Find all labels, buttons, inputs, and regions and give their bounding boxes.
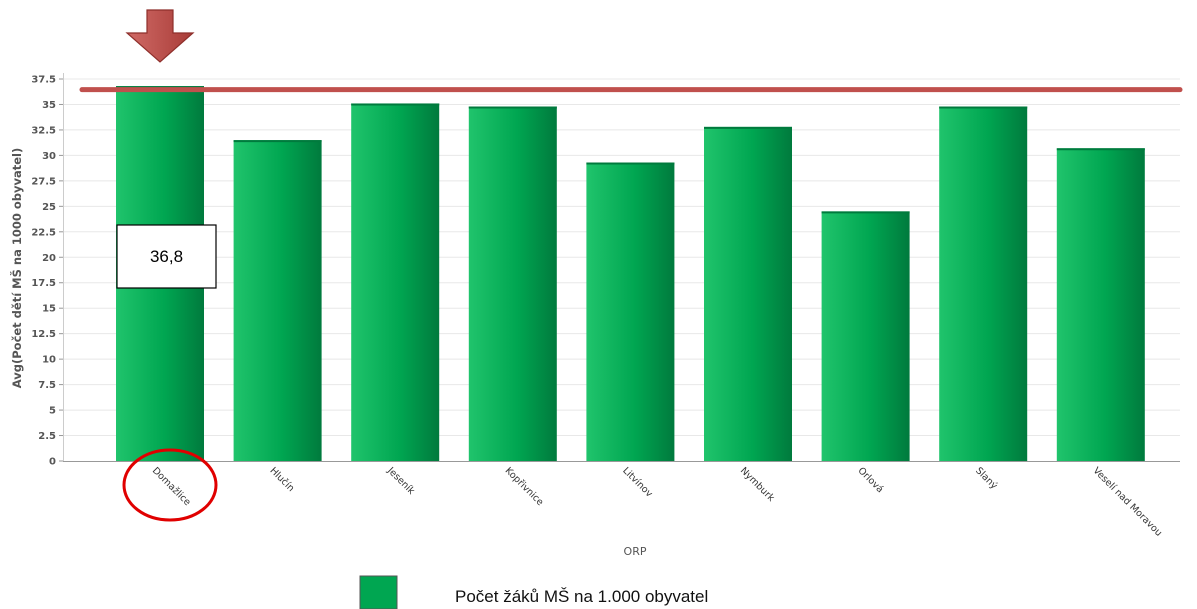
y-tick-label: 0	[49, 457, 56, 468]
x-category-label: Domažlice	[150, 465, 193, 508]
y-tick-label: 35	[42, 100, 56, 111]
y-tick-label: 37.5	[31, 75, 56, 86]
bar-kopřivnice	[468, 106, 557, 461]
x-category-label: Litvínov	[620, 465, 654, 499]
y-tick-label: 17.5	[31, 278, 56, 289]
x-category-label: Orlová	[855, 465, 885, 495]
bar-hlučín	[233, 140, 322, 461]
y-tick-label: 5	[49, 406, 56, 417]
value-callout-box	[116, 224, 217, 289]
bar-slaný	[939, 106, 1028, 461]
value-callout-label: 36,8	[150, 247, 183, 266]
down-arrow-icon	[125, 9, 195, 63]
y-axis-title: Avg(Počet dětí MŠ na 1000 obyvatel)	[9, 148, 24, 388]
x-category-label: Slaný	[973, 465, 1000, 492]
y-axis-ticks: 0 2.5 5 7.5 10 12.5 15 17.5 20 22.5 25 27.5 30 32.5 35…	[31, 75, 63, 468]
legend-swatch	[359, 575, 398, 609]
bar-litvínov	[586, 162, 675, 461]
x-category-label: Kopřivnice	[503, 465, 546, 508]
x-category-label: Veselí nad Moravou	[1091, 465, 1164, 538]
y-tick-label: 15	[42, 304, 56, 315]
y-tick-label: 25	[42, 202, 56, 213]
x-axis	[63, 73, 1180, 462]
y-tick-label: 7.5	[38, 380, 56, 391]
legend: Počet žáků MŠ na 1.000 obyvatel	[359, 575, 708, 609]
bar-orlová	[821, 211, 910, 461]
x-axis-category-labels: Domažlice Hlučín Jeseník Kopřivnice Litvínov…	[150, 465, 1164, 539]
y-tick-label: 2.5	[38, 431, 56, 442]
x-category-label: Nymburk	[738, 465, 777, 504]
x-axis-title: ORP	[624, 545, 647, 558]
x-category-label: Jeseník	[384, 465, 417, 498]
legend-label: Počet žáků MŠ na 1.000 obyvatel	[455, 587, 708, 606]
highlight-circle	[122, 448, 218, 522]
y-tick-label: 22.5	[31, 227, 56, 238]
y-tick-label: 32.5	[31, 125, 56, 136]
y-tick-label: 30	[42, 151, 56, 162]
y-tick-label: 10	[42, 355, 56, 366]
y-tick-label: 27.5	[31, 176, 56, 187]
y-tick-label: 20	[42, 253, 56, 264]
x-category-label: Hlučín	[267, 465, 296, 494]
y-tick-label: 12.5	[31, 329, 56, 340]
bars	[116, 86, 1145, 462]
annotations: 36,8	[79, 9, 1183, 522]
bar-nymburk	[704, 126, 792, 462]
bar-veselí-nad-moravou	[1056, 148, 1145, 461]
bar-jeseník	[351, 103, 440, 461]
